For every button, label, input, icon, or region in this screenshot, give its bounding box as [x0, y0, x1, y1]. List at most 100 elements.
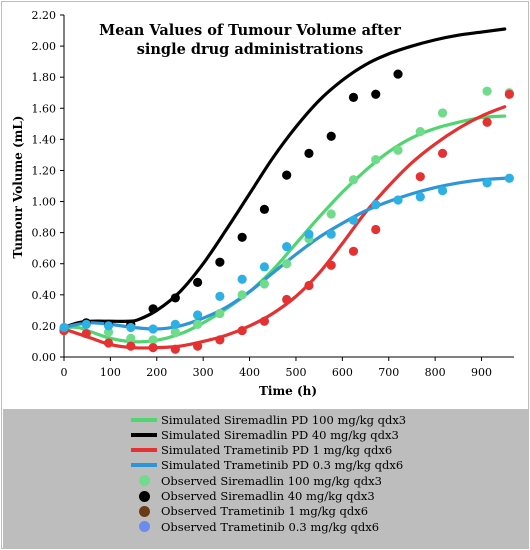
observed-point-3 — [437, 186, 448, 196]
legend-label: Simulated Trametinib PD 0.3 mg/kg qdx6 — [161, 458, 404, 473]
observed-point-0 — [170, 327, 180, 337]
observed-point-3 — [215, 291, 225, 301]
observed-point-0 — [371, 154, 381, 165]
observed-point-3 — [237, 274, 247, 284]
observed-point-0 — [437, 108, 448, 118]
observed-point-1 — [371, 89, 381, 99]
observed-point-3 — [59, 322, 69, 333]
observed-point-2 — [371, 224, 381, 235]
x-tick-label: 400 — [239, 366, 260, 379]
x-tick-label: 100 — [100, 366, 121, 379]
observed-point-3 — [282, 242, 292, 252]
y-tick-label: 2.00 — [32, 40, 57, 53]
observed-point-0 — [415, 126, 425, 137]
y-ticks: 0.00 0.20 0.40 0.60 0.80 1.00 1.20 1.40 1.60 1.80… — [32, 9, 64, 364]
x-tick-label: 900 — [471, 366, 492, 379]
legend-item: Simulated Trametinib PD 1 mg/kg qdx6 — [131, 443, 392, 457]
legend-line-swatch — [131, 448, 157, 453]
x-tick-label: 500 — [285, 366, 306, 379]
observed-point-1 — [193, 277, 203, 287]
simulated-line-1 — [62, 27, 507, 330]
observed-point-3 — [193, 310, 203, 320]
y-tick-label: 0.20 — [32, 320, 57, 333]
legend-dot-swatch — [139, 475, 150, 487]
observed-point-0 — [326, 209, 336, 219]
observed-point-0 — [259, 279, 270, 289]
observed-point-2 — [237, 325, 247, 336]
legend-item: Simulated Trametinib PD 0.3 mg/kg qdx6 — [131, 458, 404, 473]
y-tick-label: 0.00 — [32, 351, 57, 364]
x-tick-label: 300 — [193, 366, 214, 379]
legend-label: Simulated Siremadlin PD 100 mg/kg qdx3 — [161, 412, 407, 427]
x-tick-label: 800 — [425, 366, 446, 379]
observed-point-3 — [304, 229, 314, 239]
observed-point-3 — [148, 324, 158, 334]
legend-line-swatch — [131, 417, 157, 422]
y-tick-label: 1.00 — [32, 196, 57, 209]
observed-point-1 — [259, 204, 270, 214]
y-tick-label: 1.80 — [32, 71, 57, 84]
observed-point-3 — [259, 262, 270, 272]
legend-item: Observed Siremadlin 100 mg/kg qdx3 — [131, 473, 382, 488]
legend-label: Observed Siremadlin 100 mg/kg qdx3 — [161, 473, 382, 488]
observed-point-2 — [148, 343, 158, 353]
observed-point-3 — [371, 200, 381, 210]
legend-item: Simulated Siremadlin PD 100 mg/kg qdx3 — [131, 412, 407, 427]
observed-point-2 — [193, 341, 203, 351]
observed-point-3 — [482, 178, 492, 188]
simulated-line-0 — [62, 114, 507, 344]
legend-dot-swatch — [139, 521, 150, 533]
x-tick-label: 200 — [146, 366, 167, 379]
legend-label: Observed Siremadlin 40 mg/kg qdx3 — [161, 489, 375, 503]
observed-point-2 — [348, 246, 359, 256]
observed-point-0 — [348, 175, 359, 185]
simulated-line-2 — [62, 105, 507, 350]
observed-point-3 — [348, 215, 359, 225]
observed-point-2 — [215, 335, 225, 345]
observed-point-2 — [126, 341, 136, 351]
observed-point-2 — [504, 89, 514, 99]
observed-point-2 — [415, 172, 425, 182]
legend-line-swatch — [131, 463, 157, 468]
observed-point-3 — [504, 173, 514, 183]
y-tick-label: 1.40 — [32, 133, 57, 146]
observed-point-0 — [237, 290, 247, 300]
observed-point-2 — [170, 344, 180, 354]
legend: Simulated Siremadlin PD 100 mg/kg qdx3 Si… — [3, 409, 529, 549]
legend-dot-swatch — [139, 505, 150, 517]
legend-item: Simulated Siremadlin PD 40 mg/kg qdx3 — [131, 427, 399, 442]
chart-title-line-2: single drug administrations — [137, 41, 364, 58]
chart-svg: Mean Values of Tumour Volume after singl… — [11, 9, 514, 398]
observed-point-2 — [282, 294, 292, 305]
observed-point-1 — [304, 148, 314, 158]
observed-point-0 — [126, 333, 136, 343]
legend-item: Observed Siremadlin 40 mg/kg qdx3 — [131, 489, 375, 503]
legend-label: Simulated Siremadlin PD 40 mg/kg qdx3 — [161, 427, 399, 442]
x-tick-label: 600 — [332, 366, 353, 379]
observed-point-0 — [393, 145, 403, 155]
observed-point-3 — [103, 321, 114, 331]
observed-point-1 — [148, 304, 158, 314]
x-axis-label: Time (h) — [259, 384, 317, 398]
observed-point-3 — [393, 195, 403, 205]
observed-point-0 — [215, 308, 225, 319]
observed-point-2 — [326, 260, 336, 270]
observed-point-2 — [482, 117, 492, 127]
observed-point-1 — [282, 170, 292, 180]
x-tick-label: 700 — [378, 366, 399, 379]
observed-point-3 — [126, 322, 136, 333]
y-tick-label: 0.60 — [32, 258, 57, 271]
y-tick-label: 0.40 — [32, 289, 57, 302]
chart-title: Mean Values of Tumour Volume after singl… — [99, 22, 401, 58]
legend-item: Observed Trametinib 0.3 mg/kg qdx6 — [131, 520, 379, 534]
y-tick-label: 0.80 — [32, 227, 57, 240]
simulated-line-3 — [62, 176, 507, 331]
observed-point-2 — [437, 148, 448, 158]
observed-points — [59, 69, 514, 354]
legend-line-swatch — [131, 432, 157, 437]
observed-point-3 — [415, 192, 425, 202]
y-tick-label: 1.20 — [32, 164, 57, 177]
observed-point-3 — [81, 319, 91, 329]
observed-point-2 — [259, 316, 270, 326]
